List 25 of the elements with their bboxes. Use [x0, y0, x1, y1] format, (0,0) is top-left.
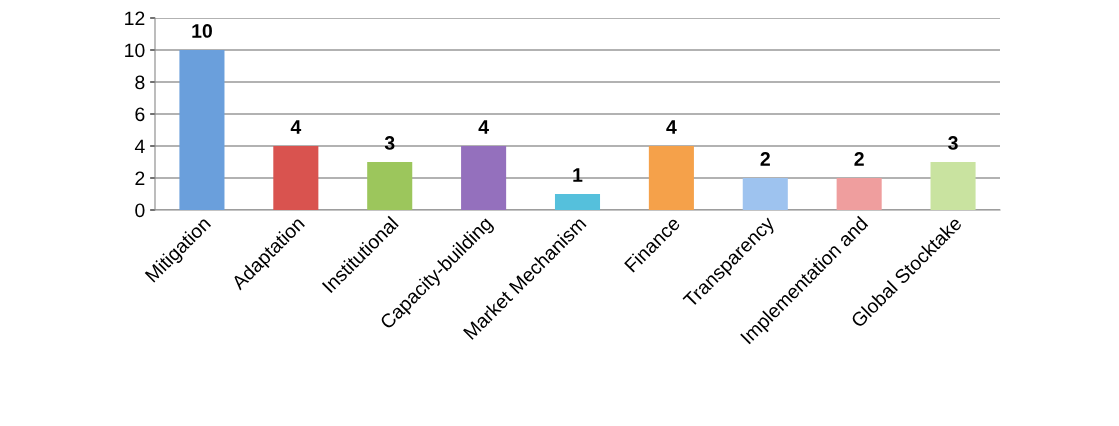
data-label: 4: [666, 120, 677, 134]
bar: [367, 162, 413, 210]
y-tick-label: 12: [125, 11, 145, 26]
data-label: 4: [290, 120, 302, 134]
data-label: 2: [854, 152, 864, 166]
bar: [836, 178, 882, 210]
bar: [648, 146, 694, 210]
y-tick-label: 4: [134, 139, 145, 154]
data-label: 1: [573, 168, 583, 182]
data-label: 2: [760, 152, 770, 166]
bar: [554, 194, 601, 210]
bar: [930, 162, 976, 210]
y-tick-label: 8: [135, 75, 145, 90]
y-tick-label: 2: [135, 171, 145, 186]
bar: [742, 178, 788, 210]
bar: [273, 146, 319, 210]
y-tick-label: 10: [125, 43, 145, 58]
data-label: 3: [384, 136, 395, 150]
data-label: 4: [478, 120, 489, 134]
y-tick-label: 6: [135, 107, 145, 122]
data-label: 3: [948, 136, 958, 150]
bar: [179, 50, 225, 210]
y-tick-label: 0: [135, 203, 145, 218]
bar: [461, 146, 507, 210]
data-label: 10: [192, 24, 212, 38]
